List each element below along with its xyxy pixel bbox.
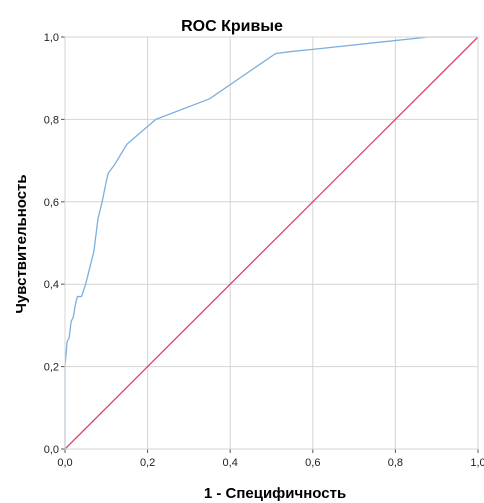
reference-line bbox=[64, 36, 479, 450]
y-tick-label: 1,0 bbox=[44, 32, 59, 44]
roc-curve-line bbox=[64, 36, 478, 449]
x-tick-label: 0,0 bbox=[57, 457, 72, 469]
x-tick-label: 0,6 bbox=[305, 457, 320, 469]
x-tick-label: 0,2 bbox=[140, 457, 155, 469]
x-tick-label: 0,8 bbox=[388, 457, 403, 469]
x-axis-label: 1 - Специфичность bbox=[204, 485, 346, 502]
y-axis-label: Чувствительность bbox=[13, 174, 30, 313]
y-tick-label: 0,2 bbox=[44, 362, 59, 374]
x-tick-label: 0,4 bbox=[223, 457, 238, 469]
y-tick-label: 0,4 bbox=[44, 279, 59, 291]
x-tick-label: 1,0 bbox=[470, 457, 484, 469]
y-tick-label: 0,0 bbox=[44, 444, 59, 456]
chart-title: ROC Кривые bbox=[181, 18, 283, 35]
y-tick-label: 0,8 bbox=[44, 114, 59, 126]
plot-area: 0,00,0 0,2 0,2 0,4 0,4 0,6 0,6 0,8 0,8 1,0 1,0 bbox=[44, 32, 484, 469]
plot-frame bbox=[64, 36, 479, 450]
y-tick-label: 0,6 bbox=[44, 197, 59, 209]
